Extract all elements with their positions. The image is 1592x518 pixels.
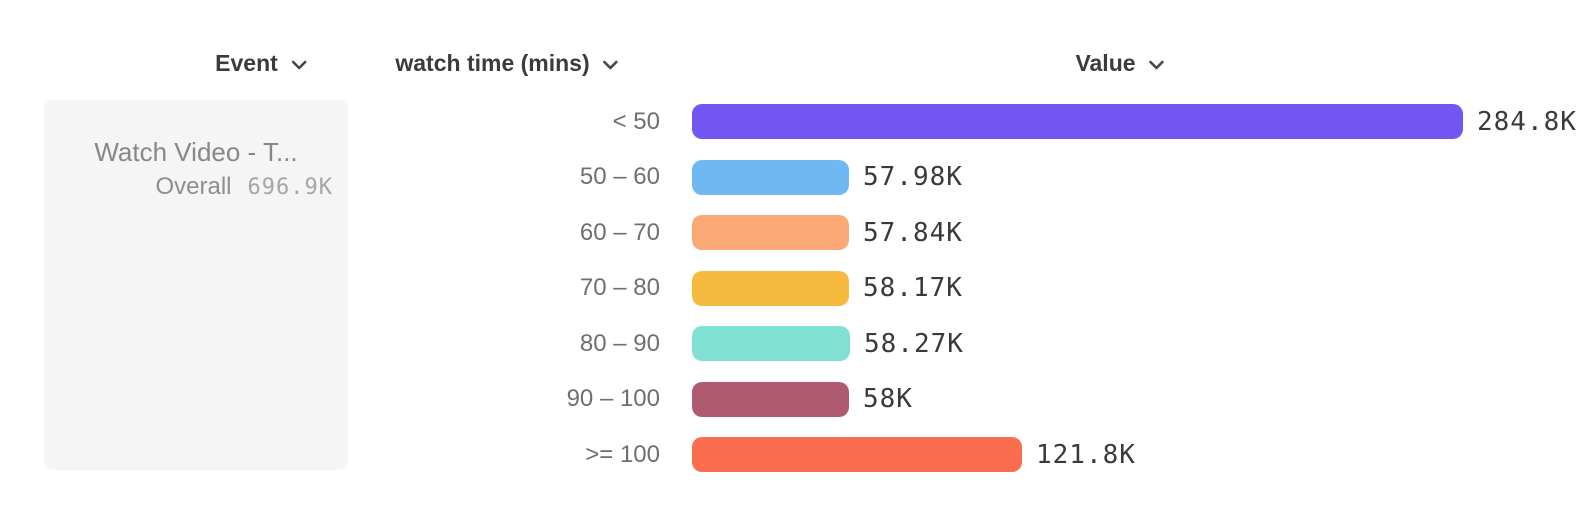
bar-4[interactable] xyxy=(692,270,849,306)
bar-value-label: 58.17K xyxy=(863,273,963,304)
bar-1[interactable] xyxy=(692,104,1463,140)
bar-value-label: 57.84K xyxy=(863,217,963,248)
chart-row: 90 – 100 58K xyxy=(0,372,1592,428)
event-card[interactable]: Watch Video - T... Overall 696.9K xyxy=(44,100,348,470)
chart-row: < 50 284.8K xyxy=(0,94,1592,150)
bar-7[interactable] xyxy=(692,437,1022,473)
category-label: 50 – 60 xyxy=(579,163,660,191)
bar-value-label: 284.8K xyxy=(1477,106,1577,137)
column-header-value-label: Value xyxy=(1075,50,1136,76)
chart-row: >= 100 121.8K xyxy=(0,427,1592,483)
column-header-watch-time[interactable]: watch time (mins) xyxy=(395,49,618,77)
category-label: 90 – 100 xyxy=(566,385,660,413)
column-header-event[interactable]: Event xyxy=(215,49,307,77)
bar-3[interactable] xyxy=(692,215,849,251)
overall-row: Overall 696.9K xyxy=(44,173,348,201)
bar-6[interactable] xyxy=(692,381,849,417)
column-header-watch-time-label: watch time (mins) xyxy=(395,50,590,76)
chart-row: 50 – 60 57.98K xyxy=(0,150,1592,206)
chevron-down-icon xyxy=(603,60,619,70)
chart-row: 70 – 80 58.17K xyxy=(0,261,1592,317)
chevron-down-icon xyxy=(1149,60,1165,70)
chart-row: 60 – 70 57.84K xyxy=(0,205,1592,261)
column-header-event-label: Event xyxy=(215,50,278,76)
event-title: Watch Video - T... xyxy=(94,137,298,167)
bar-value-label: 57.98K xyxy=(863,162,963,193)
bar-chart: < 50 284.8K 50 – 60 57.98K 60 – 70 57.84K 70 –… xyxy=(0,94,1592,483)
category-label: 80 – 90 xyxy=(579,329,660,357)
bar-value-label: 58.27K xyxy=(864,328,964,359)
category-label: 70 – 80 xyxy=(579,274,660,302)
bar-value-label: 121.8K xyxy=(1036,439,1136,470)
bar-5[interactable] xyxy=(692,326,850,362)
category-label: < 50 xyxy=(612,107,660,135)
category-label: >= 100 xyxy=(585,440,660,468)
column-header-value[interactable]: Value xyxy=(1075,49,1164,77)
bar-2[interactable] xyxy=(692,159,849,195)
chart-row: 80 – 90 58.27K xyxy=(0,316,1592,372)
overall-value: 696.9K xyxy=(247,175,333,200)
chevron-down-icon xyxy=(291,60,307,70)
category-label: 60 – 70 xyxy=(579,218,660,246)
bar-value-label: 58K xyxy=(863,384,913,415)
overall-label: Overall xyxy=(155,173,232,200)
